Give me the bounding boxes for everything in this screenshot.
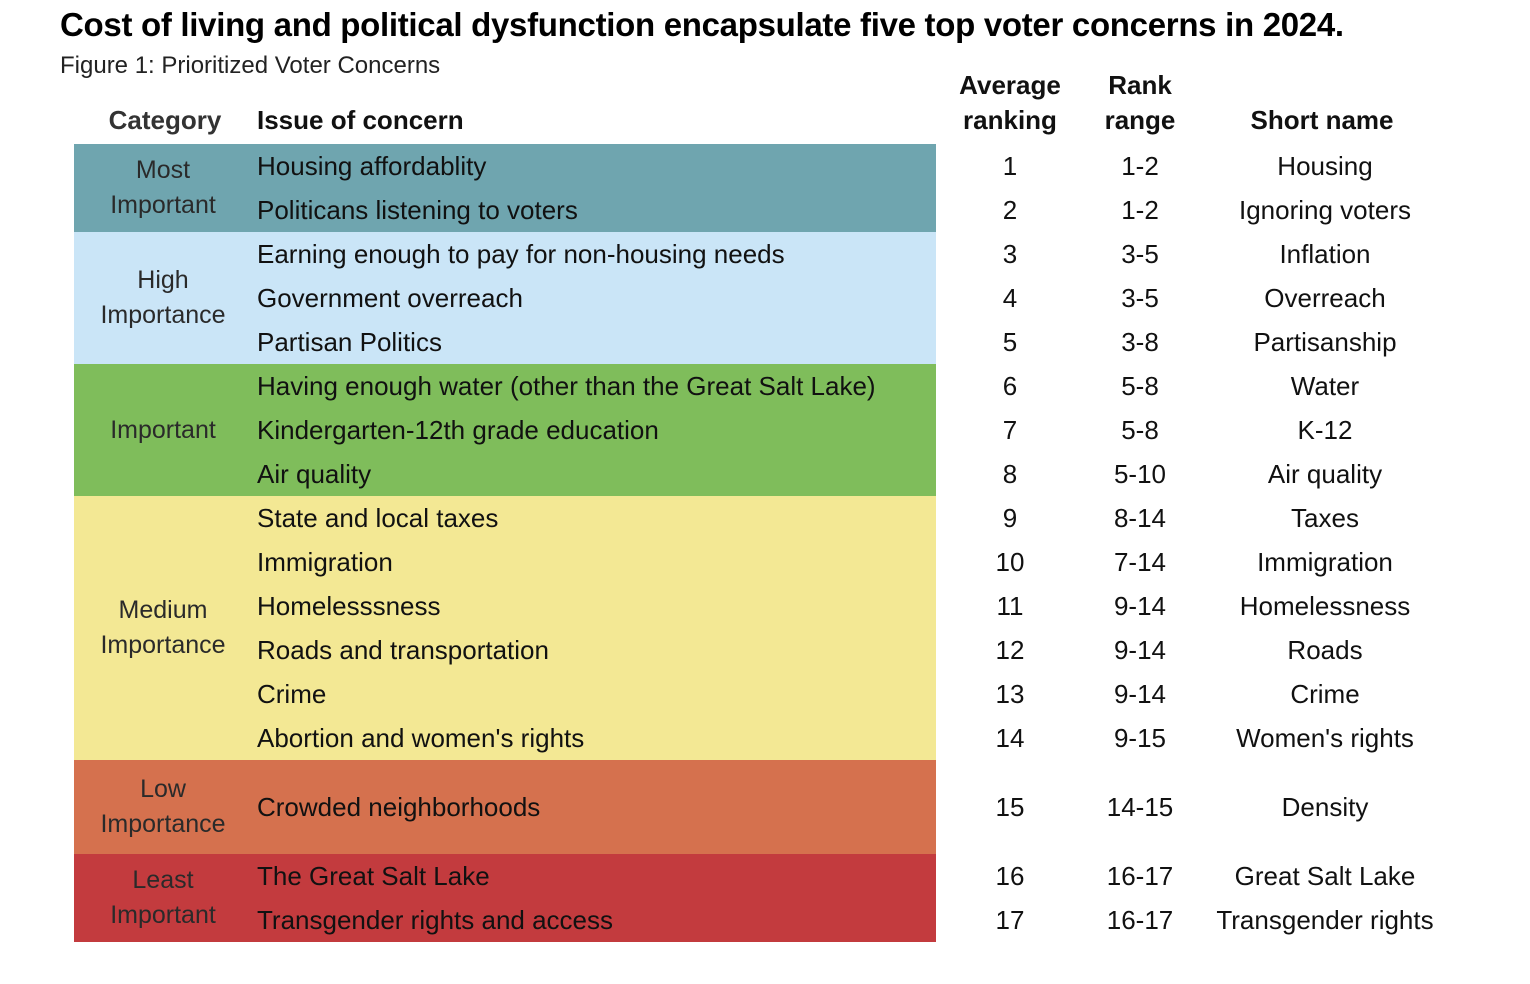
average-ranking-cell: 7 [1002,415,1018,445]
rank-range-cell: 9-15 [1113,723,1167,753]
short-name-cell: Crime [1290,679,1360,709]
issue-cell: Air quality [257,459,372,489]
issue-cell: Politicans listening to voters [257,195,578,225]
rank-range-cell: 16-17 [1106,861,1174,891]
issue-cell: Transgender rights and access [257,905,614,935]
short-name-cell: Taxes [1291,503,1359,533]
rank-range-cell: 5-8 [1121,371,1159,401]
header-category: Category [108,105,222,135]
short-name-cell: Overreach [1264,283,1386,313]
rank-range-cell: 7-14 [1113,547,1167,577]
issue-cell: Roads and transportation [257,635,549,665]
category-band [74,760,936,854]
chart-title: Cost of living and political dysfunction… [60,6,1344,43]
average-ranking-cell: 6 [1002,371,1018,401]
average-ranking-cell: 16 [995,861,1025,891]
category-label: Most Important [110,156,216,219]
rank-range-cell: 14-15 [1106,792,1174,822]
average-ranking-cell: 8 [1002,459,1018,489]
rank-range-cell: 9-14 [1113,635,1167,665]
rank-range-cell: 3-5 [1121,239,1159,269]
header-average-line1: Average [959,70,1061,100]
category-band [74,144,936,232]
average-ranking-cell: 2 [1002,195,1018,225]
short-name-cell: Air quality [1267,459,1383,489]
short-name-cell: Housing [1277,151,1373,181]
short-name-cell: Water [1290,371,1360,401]
issue-cell: Partisan Politics [257,327,442,357]
category-label: Least Important [110,866,216,929]
short-name-cell: Women's rights [1236,723,1414,753]
short-name-cell: Roads [1287,635,1363,665]
average-ranking-cell: 1 [1002,151,1018,181]
category-label: Low Importance [100,775,226,838]
short-name-cell: Ignoring voters [1239,195,1411,225]
header-short-name: Short name [1250,105,1394,135]
rank-range-cell: 5-8 [1121,415,1159,445]
average-ranking-cell: 5 [1002,327,1018,357]
issue-cell: Earning enough to pay for non-housing ne… [257,239,785,269]
header-average-ranking: Average ranking [945,68,1075,138]
issue-cell: Kindergarten-12th grade education [257,415,659,445]
short-name-cell: K-12 [1297,415,1353,445]
category-label: Medium Importance [100,596,226,659]
average-ranking-cell: 17 [995,905,1025,935]
issue-cell: Government overreach [257,283,523,313]
issue-cell: Crime [257,679,327,709]
rank-range-cell: 9-14 [1113,679,1167,709]
average-ranking-cell: 12 [995,635,1025,665]
short-name-cell: Homelessness [1239,591,1411,621]
rank-range-cell: 5-10 [1113,459,1167,489]
short-name-cell: Partisanship [1253,327,1397,357]
rank-range-cell: 9-14 [1113,591,1167,621]
issue-cell: Abortion and women's rights [257,723,585,753]
short-name-cell: Density [1281,792,1369,822]
rank-range-cell: 8-14 [1113,503,1167,533]
category-band [74,232,936,364]
issue-cell: Immigration [257,547,393,577]
header-range-line1: Rank [1108,70,1172,100]
average-ranking-cell: 14 [995,723,1025,753]
short-name-cell: Great Salt Lake [1234,861,1416,891]
average-ranking-cell: 10 [995,547,1025,577]
issue-cell: The Great Salt Lake [257,861,490,891]
issue-cell: Having enough water (other than the Grea… [257,371,876,401]
rank-range-cell: 1-2 [1121,195,1159,225]
category-label: High Importance [100,266,226,329]
rank-range-cell: 3-8 [1121,327,1159,357]
short-name-cell: Immigration [1257,547,1393,577]
figure-caption: Figure 1: Prioritized Voter Concerns [60,52,441,79]
short-name-cell: Transgender rights [1216,905,1434,935]
header-average-line2: ranking [963,105,1057,135]
average-ranking-cell: 4 [1002,283,1018,313]
issue-cell: Crowded neighborhoods [257,792,541,822]
header-rank-range: Rank range [1080,68,1200,138]
category-band [74,496,936,760]
category-band [74,854,936,942]
issue-cell: Homelesssness [257,591,441,621]
rank-range-cell: 3-5 [1121,283,1159,313]
issue-cell: State and local taxes [257,503,499,533]
average-ranking-cell: 9 [1002,503,1018,533]
header-issue: Issue of concern [257,105,464,135]
average-ranking-cell: 3 [1002,239,1018,269]
rank-range-cell: 1-2 [1121,151,1159,181]
short-name-cell: Inflation [1279,239,1371,269]
issue-cell: Housing affordablity [257,151,487,181]
average-ranking-cell: 15 [995,792,1025,822]
rank-range-cell: 16-17 [1106,905,1174,935]
header-range-line2: range [1104,105,1176,135]
category-band [74,364,936,496]
average-ranking-cell: 11 [996,591,1024,621]
average-ranking-cell: 13 [995,679,1025,709]
category-label: Important [110,415,216,444]
